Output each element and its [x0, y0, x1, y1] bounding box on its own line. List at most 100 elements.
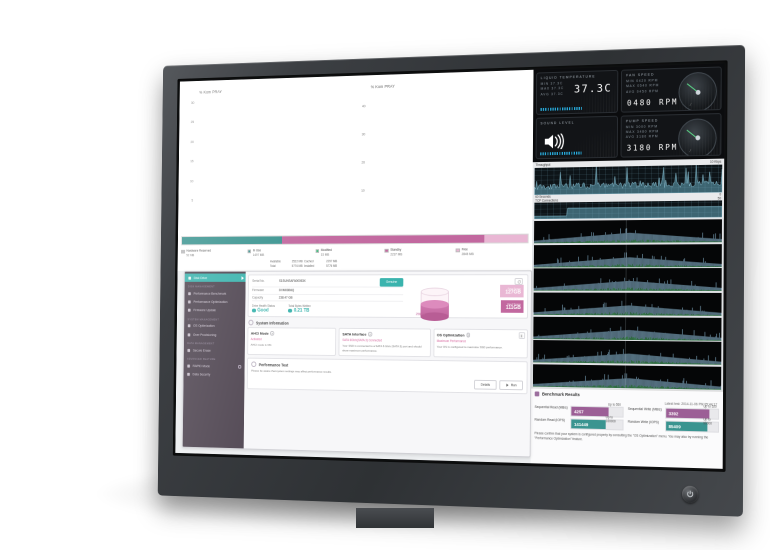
- app-main-content: Serial No. S1SUNSAFA00053X Genuine Firmware…: [244, 271, 531, 456]
- sidebar-item-label: Performance Optimization: [193, 300, 228, 304]
- drive-field-key: Firmware: [252, 288, 264, 293]
- system-information-title: System Information: [255, 320, 289, 326]
- benchmark-results-panel: Benchmark Results Latest test: 2014-11-0…: [530, 387, 724, 469]
- settings-gear-icon[interactable]: [518, 332, 526, 340]
- benchmark-track: 85409 Up to 90000: [664, 417, 720, 433]
- memory-legend-item: Standby 2237 MB: [384, 248, 456, 258]
- performance-test-actions: Details Run: [251, 377, 523, 391]
- chart-left-yaxis: 30 25 20 15 10 5: [181, 95, 196, 221]
- info-card-title: SATA Interface?: [342, 331, 373, 337]
- benchmark-cap: Up to 550: [607, 402, 621, 408]
- refresh-button[interactable]: [514, 278, 523, 285]
- drive-field-value: 238.47 GB: [278, 295, 293, 300]
- sidebar-item-data-security[interactable]: Data Security: [184, 370, 245, 379]
- memory-legend-item: Hardware Reserved 52 MB: [181, 249, 247, 258]
- info-card-title: AHCI Mode?: [250, 331, 275, 336]
- sidebar-item-label: Data Security: [192, 372, 211, 377]
- chart-right-plot: [366, 84, 528, 219]
- bytes-written-icon: [288, 308, 293, 313]
- sidebar-section-label: DISK MANAGEMENT: [187, 284, 215, 289]
- fan-gauge-icon: [678, 71, 717, 113]
- monitor-screen: % Kom PRAY 30 25 20 15 10 5 % Kom PRAY 40 30 20…: [175, 63, 725, 469]
- waveform-strip: [533, 292, 722, 316]
- memory-segment: [281, 234, 485, 244]
- legend-swatch: [315, 248, 320, 254]
- benchmark-icon: [534, 391, 540, 397]
- sound-level-title: SOUND LEVEL: [540, 120, 575, 125]
- waveform-strip: [533, 243, 722, 268]
- monitor-frame: % Kom PRAY 30 25 20 15 10 5 % Kom PRAY 40 30 20…: [157, 44, 746, 517]
- liquid-temperature-meter: [540, 106, 583, 111]
- waveform-strip: [532, 364, 722, 390]
- benchmark-value: 4257: [574, 408, 584, 414]
- benchmark-value: 85409: [668, 423, 681, 429]
- drive-health-value: Good: [251, 308, 275, 314]
- benchmark-value: 3392: [668, 410, 679, 416]
- performance-test-title: Performance Test: [258, 362, 289, 368]
- run-button[interactable]: Run: [499, 380, 523, 391]
- help-icon[interactable]: ?: [466, 332, 471, 338]
- drive-field-value: DXM03B6Q: [278, 288, 295, 293]
- lock-icon: [187, 372, 190, 377]
- memory-legend-item: In Use 1497 MB: [247, 248, 315, 257]
- rapid-mode-toggle[interactable]: [238, 365, 242, 369]
- pump-speed-value: 3180 RPM: [626, 142, 679, 153]
- memory-segment: [484, 234, 528, 243]
- info-card-sata-interface: SATA Interface? SATA 6Gb/s(SATA 3) Connec…: [338, 328, 431, 358]
- info-card-status: SATA 6Gb/s(SATA 3) Connected: [342, 338, 382, 343]
- hardware-monitor-panel: LIQUID TEMPERATURE MIN 37.3C MAX 37.3C AVG…: [532, 63, 725, 163]
- legend-swatch: [455, 248, 460, 253]
- run-icon: [506, 383, 509, 387]
- details-button[interactable]: Details: [474, 380, 497, 390]
- drive-field-key: Capacity: [252, 295, 264, 300]
- info-card-description: Your SSD is connected to a SATA 6 Gb/s (…: [342, 344, 422, 353]
- system-information-cards: AHCI Mode? Activated AHCI mode is ON. SATA …: [247, 327, 528, 359]
- performance-test-card: Performance Test Please be aware that sy…: [246, 358, 528, 395]
- chart-y-tick: 40: [362, 104, 366, 109]
- benchmark-item: Random Write (IOPS) 85409 Up to 90000: [628, 417, 720, 433]
- benchmark-cap: Up to 520: [703, 404, 717, 410]
- sidebar-item-disk-drive[interactable]: Disk Drive: [184, 273, 246, 283]
- network-monitor-panel: Throughput 10 Kbps 60 Seconds 0 TCP: [532, 158, 725, 221]
- info-card-os-optimization: OS Optimization? Maximum Performance Your …: [433, 328, 528, 359]
- waveform-strip: [533, 316, 722, 341]
- info-card-description: Your OS is configured to maximize SSD pe…: [436, 345, 503, 350]
- chart-y-tick: 15: [190, 159, 194, 164]
- info-card-description: AHCI mode is ON.: [250, 343, 272, 347]
- sidebar-item-performance-optimization[interactable]: Performance Optimization: [184, 298, 245, 307]
- shield-icon: [187, 348, 191, 352]
- fan-speed-card: FAN SPEED MIN 0420 RPM MAX 0540 RPM AVG 04…: [621, 66, 722, 113]
- sidebar-item-label: Secure Erase: [192, 348, 211, 353]
- chart-right: % Kom PRAY 40 30 20 10: [351, 73, 531, 232]
- info-card-title: OS Optimization?: [436, 332, 471, 338]
- chart-right-yaxis: 40 30 20 10: [351, 89, 367, 219]
- liquid-temperature-card: LIQUID TEMPERATURE MIN 37.3C MAX 37.3C AVG…: [535, 69, 619, 115]
- benchmark-cap: Up to 90000: [703, 417, 712, 426]
- drive-field: Capacity 238.47 GB: [252, 294, 404, 302]
- drive-field: Serial No. S1SUNSAFA00053X Genuine: [252, 278, 404, 288]
- pump-gauge-icon: [678, 117, 717, 158]
- chart-y-tick: 5: [191, 199, 194, 203]
- power-button[interactable]: [681, 485, 699, 504]
- help-icon[interactable]: ?: [368, 332, 373, 337]
- benchmark-label: Sequential Read (MB/s): [534, 405, 568, 410]
- benchmark-note: Please confirm that your system is confi…: [534, 431, 709, 442]
- sound-level-meter: [540, 151, 582, 156]
- chart-y-tick: 10: [190, 179, 194, 184]
- liquid-temperature-value: 37.3C: [573, 81, 613, 96]
- memory-legend-item: Free 2845 MB: [455, 247, 529, 257]
- chart-y-tick: 25: [190, 120, 195, 125]
- sidebar-item-firmware-update[interactable]: Firmware Update: [184, 306, 245, 315]
- disk-icon: [188, 276, 192, 280]
- waveform-strip: [533, 340, 722, 366]
- info-card-status: Activated: [250, 337, 262, 342]
- tcp-connections-graph: [534, 200, 723, 220]
- chart-left-bars: [195, 90, 347, 221]
- sidebar-item-performance-benchmark[interactable]: Performance Benchmark: [185, 289, 246, 298]
- benchmark-track: 141449 Up to 100000: [570, 416, 624, 431]
- help-icon[interactable]: ?: [270, 331, 275, 336]
- network-throughput-graph: [534, 164, 723, 195]
- system-information-header: System Information: [248, 319, 528, 328]
- chart-y-tick: 20: [361, 160, 365, 165]
